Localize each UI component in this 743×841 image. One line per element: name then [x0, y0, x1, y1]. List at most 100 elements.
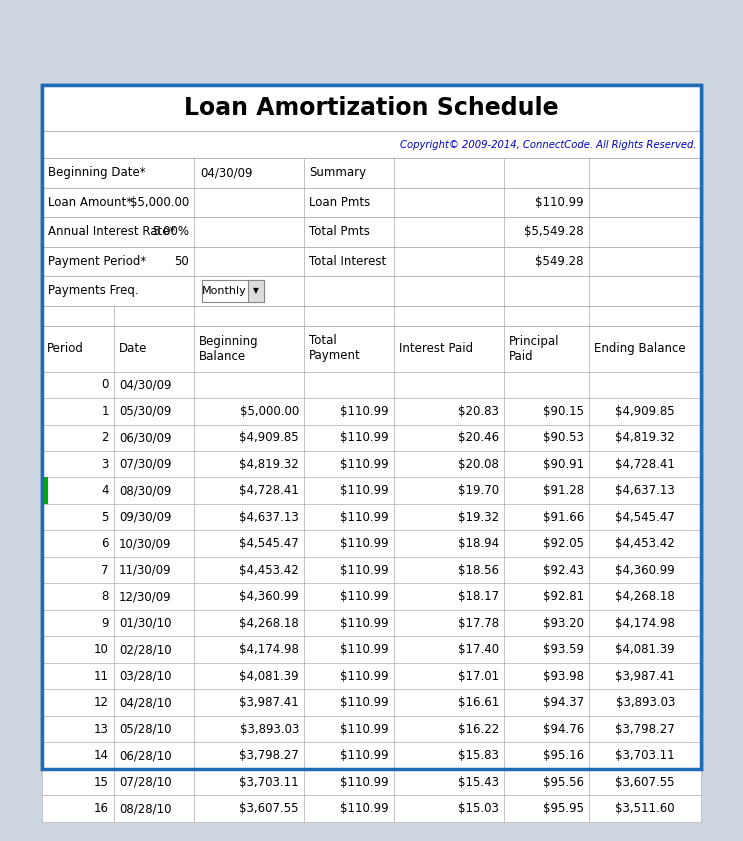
Text: $15.83: $15.83	[458, 749, 499, 762]
Text: Summary: Summary	[309, 167, 366, 179]
Text: $17.01: $17.01	[458, 669, 499, 683]
Bar	[248, 280, 264, 302]
Bar	[42, 690, 701, 716]
Text: Payment Period*: Payment Period*	[48, 255, 146, 267]
Text: 8: 8	[102, 590, 109, 603]
Text: $5,000.00: $5,000.00	[240, 405, 299, 418]
Text: 04/30/09: 04/30/09	[200, 167, 253, 179]
Bar	[42, 743, 701, 769]
Text: $4,081.39: $4,081.39	[615, 643, 675, 656]
Text: $110.99: $110.99	[340, 405, 389, 418]
Text: 1: 1	[102, 405, 109, 418]
Text: $110.99: $110.99	[340, 802, 389, 815]
Text: $110.99: $110.99	[340, 590, 389, 603]
Bar	[42, 305, 701, 325]
Text: $3,893.03: $3,893.03	[616, 696, 675, 709]
Text: 3: 3	[102, 458, 109, 471]
Text: $4,728.41: $4,728.41	[239, 484, 299, 497]
Text: 10: 10	[94, 643, 109, 656]
Text: $3,798.27: $3,798.27	[239, 749, 299, 762]
Text: Period: Period	[47, 342, 84, 355]
Text: ▼: ▼	[253, 286, 259, 295]
Text: 04/28/10: 04/28/10	[119, 696, 172, 709]
Text: 03/28/10: 03/28/10	[119, 669, 172, 683]
Text: $15.03: $15.03	[458, 802, 499, 815]
Text: Payments Freq.: Payments Freq.	[48, 284, 139, 297]
Bar	[42, 188, 701, 217]
Text: $18.17: $18.17	[458, 590, 499, 603]
Text: $3,703.11: $3,703.11	[239, 775, 299, 789]
Bar	[42, 372, 701, 398]
Text: $110.99: $110.99	[340, 696, 389, 709]
Text: $5,000.00: $5,000.00	[130, 196, 189, 209]
Text: Monthly: Monthly	[201, 286, 247, 296]
Text: Loan Amount*: Loan Amount*	[48, 196, 132, 209]
Text: Principal
Paid: Principal Paid	[509, 335, 559, 362]
Text: Total Interest: Total Interest	[309, 255, 386, 267]
Bar	[42, 478, 48, 504]
Text: Ending Balance: Ending Balance	[594, 342, 686, 355]
Text: $3,987.41: $3,987.41	[239, 696, 299, 709]
Text: $17.40: $17.40	[458, 643, 499, 656]
Text: $3,607.55: $3,607.55	[239, 802, 299, 815]
Text: 13: 13	[94, 722, 109, 736]
Text: 2: 2	[102, 431, 109, 444]
Bar	[42, 663, 701, 690]
Text: $4,174.98: $4,174.98	[615, 616, 675, 630]
Text: 01/30/10: 01/30/10	[119, 616, 172, 630]
Text: $20.46: $20.46	[458, 431, 499, 444]
Text: $19.32: $19.32	[458, 510, 499, 524]
Text: Beginning
Balance: Beginning Balance	[199, 335, 259, 362]
Text: $3,703.11: $3,703.11	[615, 749, 675, 762]
Text: $94.37: $94.37	[543, 696, 584, 709]
Text: $4,453.42: $4,453.42	[615, 537, 675, 550]
Text: 02/28/10: 02/28/10	[119, 643, 172, 656]
Text: 5: 5	[102, 510, 109, 524]
Bar	[42, 531, 701, 557]
Bar	[42, 584, 701, 610]
Text: 6: 6	[102, 537, 109, 550]
Text: $549.28: $549.28	[536, 255, 584, 267]
Text: 9: 9	[102, 616, 109, 630]
Bar	[42, 276, 701, 305]
Text: 06/30/09: 06/30/09	[119, 431, 172, 444]
Text: $4,545.47: $4,545.47	[239, 537, 299, 550]
Text: $110.99: $110.99	[340, 563, 389, 577]
Text: 4: 4	[102, 484, 109, 497]
Text: $5,549.28: $5,549.28	[525, 225, 584, 238]
Text: $4,174.98: $4,174.98	[239, 643, 299, 656]
Bar	[42, 85, 701, 769]
Text: $3,511.60: $3,511.60	[615, 802, 675, 815]
Text: 0: 0	[102, 378, 109, 391]
Text: $4,909.85: $4,909.85	[615, 405, 675, 418]
Bar	[42, 131, 701, 158]
Text: Total Pmts: Total Pmts	[309, 225, 370, 238]
Text: $92.05: $92.05	[543, 537, 584, 550]
Text: $110.99: $110.99	[340, 749, 389, 762]
Text: $4,637.13: $4,637.13	[615, 484, 675, 497]
Text: 7: 7	[102, 563, 109, 577]
Text: 07/28/10: 07/28/10	[119, 775, 172, 789]
Text: $90.53: $90.53	[543, 431, 584, 444]
Bar	[42, 478, 701, 504]
Text: $19.70: $19.70	[458, 484, 499, 497]
Text: $110.99: $110.99	[340, 431, 389, 444]
Text: $95.56: $95.56	[543, 775, 584, 789]
Bar	[42, 425, 701, 451]
Bar	[42, 610, 701, 637]
Text: 08/28/10: 08/28/10	[119, 802, 172, 815]
Bar	[202, 280, 264, 302]
Text: $18.56: $18.56	[458, 563, 499, 577]
Text: $91.28: $91.28	[543, 484, 584, 497]
Bar	[42, 504, 701, 531]
Text: 5.00%: 5.00%	[152, 225, 189, 238]
Text: $110.99: $110.99	[340, 537, 389, 550]
Text: $110.99: $110.99	[536, 196, 584, 209]
Text: 09/30/09: 09/30/09	[119, 510, 172, 524]
Text: $110.99: $110.99	[340, 510, 389, 524]
Text: Total
Payment: Total Payment	[309, 335, 361, 362]
Text: $4,453.42: $4,453.42	[239, 563, 299, 577]
Bar	[42, 557, 701, 584]
Text: $95.95: $95.95	[543, 802, 584, 815]
Text: $92.43: $92.43	[543, 563, 584, 577]
